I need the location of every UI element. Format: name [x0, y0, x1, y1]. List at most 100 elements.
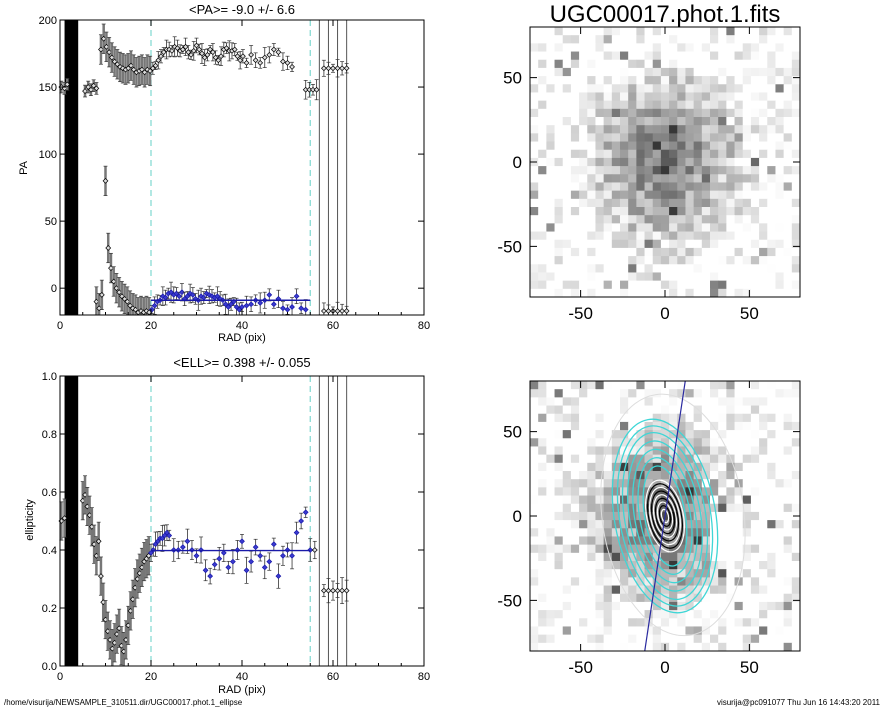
img-bot-pixel [693, 503, 703, 513]
img-top-pixel [595, 264, 605, 273]
img-bot-pixel [791, 454, 801, 464]
pa-xtick-label: 60 [327, 320, 339, 332]
img-top-pixel [611, 76, 621, 85]
img-bot-pixel [530, 528, 539, 537]
img-top-pixel [734, 166, 744, 175]
img-top-pixel [742, 166, 752, 175]
contour-ellipse-5 [637, 457, 693, 575]
img-top-pixel [693, 223, 703, 232]
img-bot-pixel [759, 618, 768, 627]
img-bot-pixel [750, 585, 760, 595]
img-bot-pixel [652, 626, 662, 636]
img-bot-pixel [562, 462, 572, 472]
img-top-pixel [636, 108, 645, 118]
img-bot-pixel [546, 552, 555, 562]
img-top-pixel [611, 108, 621, 118]
img-top-pixel [603, 125, 613, 134]
img-top-pixel [734, 239, 744, 249]
img-top-pixel [530, 256, 539, 265]
img-top-pixel [791, 215, 801, 224]
img-bot-pixel [734, 601, 744, 611]
img-top-pixel [710, 288, 719, 298]
img-top-pixel [775, 51, 785, 61]
img-bot-pixel [595, 585, 605, 595]
img-top-pixel [791, 223, 801, 232]
img-bot-pixel [742, 471, 752, 480]
img-top-pixel [685, 92, 695, 102]
img-top-pixel [693, 239, 703, 249]
img-bot-pixel [783, 503, 793, 513]
img-top-pixel [546, 215, 555, 224]
img-bot-pixel [685, 405, 695, 415]
img-top-pixel [718, 67, 727, 77]
img-top-pixel [734, 256, 744, 265]
img-bot-pixel [530, 577, 539, 586]
img-top-pixel [742, 76, 752, 85]
img-bot-pixel [570, 585, 580, 595]
img-bot-pixel [791, 389, 801, 398]
img-top-pixel [579, 59, 588, 69]
img-top-pixel [718, 256, 727, 265]
img-bot-pixel [775, 421, 785, 431]
img-bot-pixel [734, 389, 744, 398]
ell-data-point [98, 573, 104, 579]
img-top-pixel [734, 264, 744, 273]
img-top-pixel [677, 190, 686, 200]
img-bot-pixel [693, 438, 703, 447]
img-top-pixel [603, 231, 613, 241]
img-top-pixel [734, 27, 744, 36]
img-bot-pixel [693, 552, 703, 562]
img-top-pixel [710, 174, 719, 183]
img-bot-pixel [791, 446, 801, 456]
img-bot-pixel [652, 462, 662, 472]
pa-ytick-label: 50 [45, 216, 57, 228]
img-bot-pixel [726, 503, 735, 513]
img-top-pixel [685, 256, 695, 265]
img-bot-pixel [546, 511, 555, 521]
img-top-pixel [611, 231, 621, 241]
img-bot-pixel [701, 585, 711, 595]
ell-data-point [193, 552, 200, 559]
img-bot-pixel [554, 561, 564, 570]
inner-ellipse-1 [658, 505, 672, 527]
img-top-pixel [636, 149, 645, 159]
img-top-pixel [628, 51, 637, 61]
img-bot-pixel [742, 601, 752, 611]
img-bot-pixel [685, 618, 695, 627]
img-bot-pixel [742, 421, 752, 431]
pa-data-point [171, 43, 178, 50]
img-bot-pixel [685, 479, 695, 488]
img-top-pixel [775, 174, 785, 183]
img-bot-pixel [538, 381, 547, 390]
img-top-xtick-label: 50 [740, 304, 759, 323]
img-bot-pixel [775, 487, 785, 496]
img-bot-pixel [587, 593, 596, 603]
img-top-pixel [693, 125, 703, 134]
img-top-pixel [693, 174, 703, 183]
img-bot-pixel [587, 610, 596, 619]
img-bot-pixel [669, 479, 678, 488]
img-top-pixel [783, 67, 793, 77]
img-bot-pixel [562, 454, 572, 464]
img-bot-pixel [538, 397, 547, 406]
img-top-pixel [701, 215, 711, 224]
img-bot-pixel [677, 634, 686, 644]
img-top-pixel [710, 272, 719, 282]
img-bot-pixel [620, 479, 629, 488]
img-bot-pixel [775, 397, 785, 406]
img-top-pixel [554, 92, 564, 102]
img-bot-pixel [570, 495, 580, 505]
img-bot-pixel [701, 577, 711, 586]
img-top-pixel [562, 157, 572, 167]
img-top-pixel [595, 288, 605, 298]
img-top-pixel [734, 117, 744, 126]
pa-data-point [196, 46, 203, 53]
img-top-pixel [562, 117, 572, 126]
img-bot-pixel [595, 528, 605, 537]
img-bot-pixel [660, 503, 670, 513]
img-top-pixel [718, 190, 727, 200]
img-top-pixel [677, 256, 686, 265]
img-bot-pixel [595, 389, 605, 398]
img-bot-pixel [710, 552, 719, 562]
img-top-pixel [546, 280, 555, 290]
